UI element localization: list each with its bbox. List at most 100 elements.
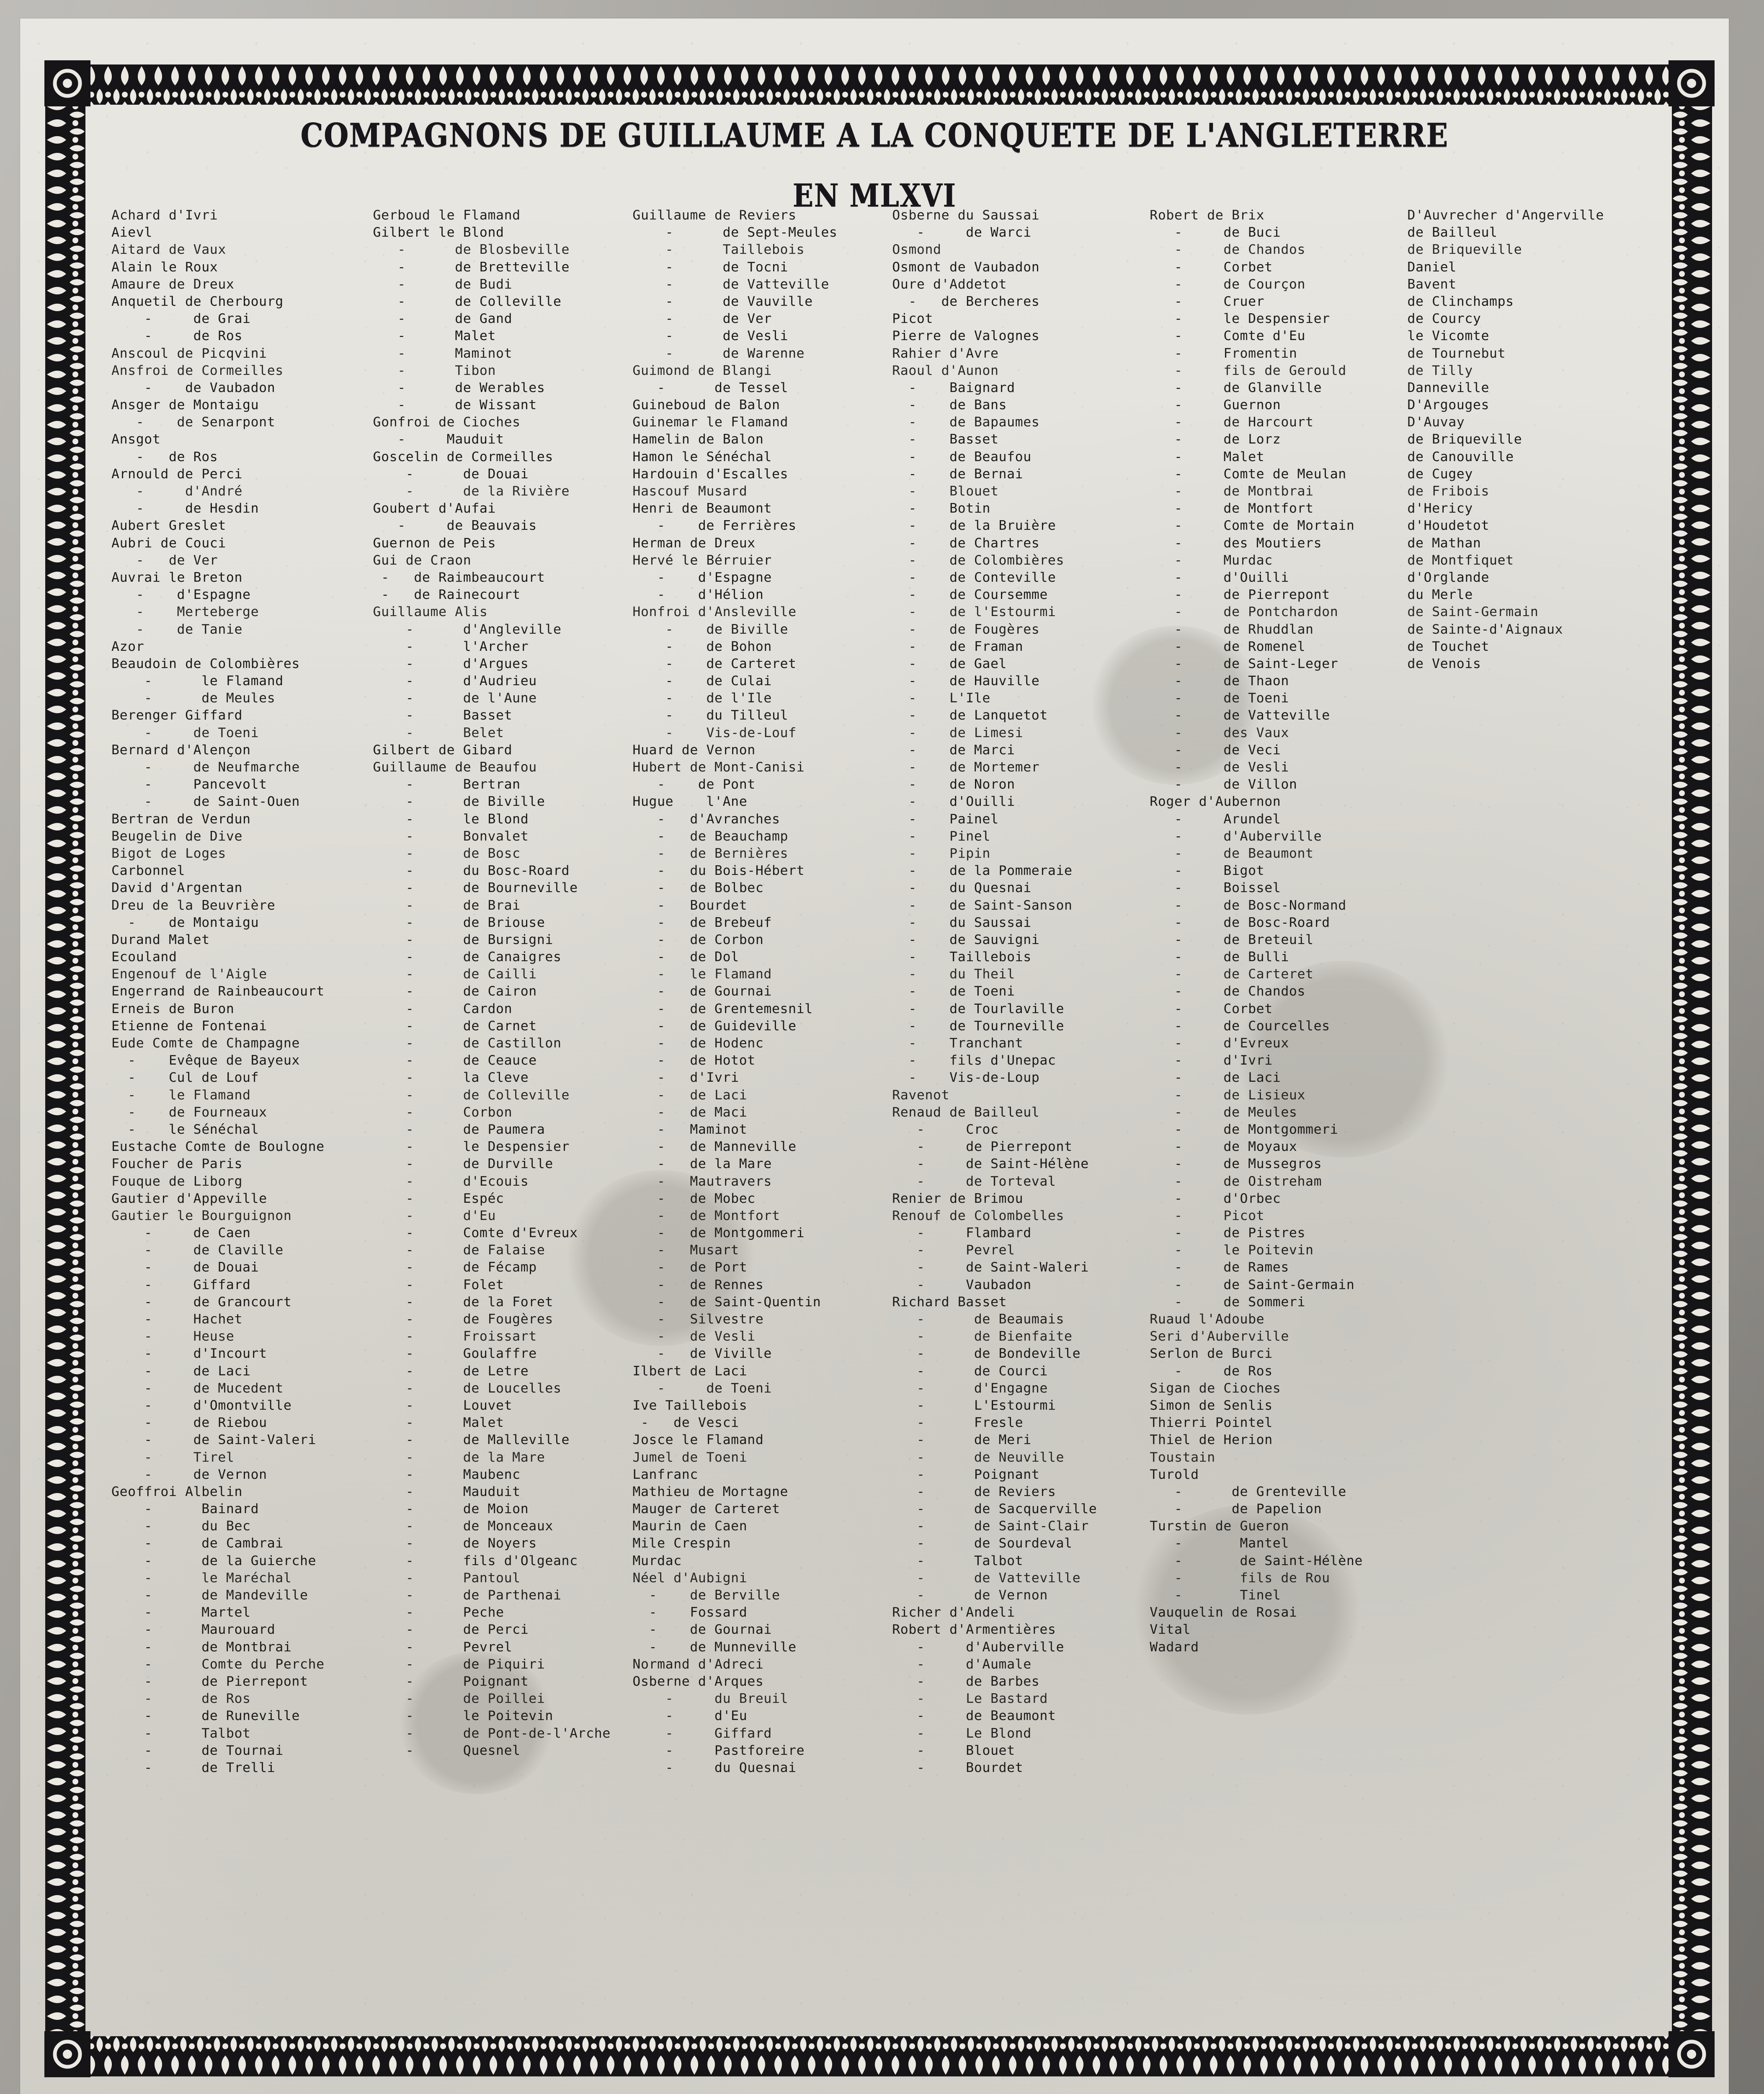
list-item: - Mautravers	[632, 1173, 772, 1189]
list-item: D'Argouges	[1407, 397, 1490, 413]
list-item: - Fresle	[892, 1415, 1024, 1431]
list-item: - de Saint-Germain	[1150, 1277, 1355, 1292]
list-item: Etienne de Fontenai	[111, 1018, 267, 1034]
list-item: d'Houdetot	[1407, 518, 1490, 534]
list-item: - Tranchant	[892, 1036, 1024, 1051]
list-item: - de Pierrepont	[892, 1139, 1073, 1155]
list-item: - de Toeni	[111, 725, 259, 740]
list-item: - Bonvalet	[373, 828, 529, 844]
list-item: - de Pont-de-l'Arche	[373, 1725, 611, 1741]
list-item: - de Meules	[1150, 1104, 1297, 1120]
list-item: - de l'Estourmi	[892, 604, 1056, 620]
list-item: - de Carnet	[373, 1018, 537, 1034]
list-item: - de Cambrai	[111, 1536, 284, 1551]
list-item: - de Saint-Leger	[1150, 656, 1338, 671]
list-item: - de Gael	[892, 656, 1007, 671]
list-item: - de Oistreham	[1150, 1173, 1322, 1189]
list-item: - Talbot	[111, 1725, 251, 1741]
list-item: - de Courci	[892, 1363, 1048, 1379]
list-item: - de Moyaux	[1150, 1139, 1297, 1155]
list-item: - Pipin	[892, 846, 990, 861]
list-item: - de Toeni	[632, 1380, 772, 1396]
list-item: Bertran de Verdun	[111, 811, 251, 827]
list-item: d'Orglande	[1407, 570, 1490, 585]
list-item: - Louvet	[373, 1398, 513, 1413]
list-item: Thiel de Herion	[1150, 1432, 1273, 1448]
list-item: Toustain	[1150, 1449, 1215, 1465]
list-item: Rahier d'Avre	[892, 346, 999, 361]
list-item: - de Chandos	[1150, 242, 1306, 258]
list-item: Murdac	[632, 1553, 682, 1568]
list-item: - du Bosc-Roard	[373, 863, 570, 879]
list-item: - de Falaise	[373, 1243, 545, 1258]
list-item: - de Fourneaux	[111, 1104, 267, 1120]
list-item: - fils de Rou	[1150, 1570, 1330, 1586]
list-item: - de Paumera	[373, 1122, 545, 1137]
list-item: - de la Mare	[632, 1156, 772, 1172]
list-item: - de Carteret	[1150, 967, 1314, 982]
list-item: de Courcy	[1407, 311, 1481, 327]
list-item: - de Beauchamp	[632, 828, 789, 844]
list-item: - de Ceauce	[373, 1053, 537, 1068]
list-item: Osberne du Saussai	[892, 208, 1040, 223]
list-item: - de Trelli	[111, 1760, 276, 1775]
list-item: - d'Ouilli	[892, 794, 1015, 810]
list-item: - de Breteuil	[1150, 932, 1314, 947]
list-item: - Comte du Perche	[111, 1656, 325, 1672]
list-item: - de Rennes	[632, 1277, 764, 1292]
list-item: - de Bondeville	[892, 1346, 1081, 1362]
list-item: Ilbert de Laci	[632, 1363, 748, 1379]
list-item: - de Warci	[892, 225, 1032, 240]
list-item: - de Courcelles	[1150, 1018, 1330, 1034]
list-item: Alain le Roux	[111, 259, 218, 275]
list-item: Auvrai le Breton	[111, 570, 243, 585]
list-item: Hervé le Bérruier	[632, 552, 772, 568]
list-item: - de la Foret	[373, 1294, 553, 1310]
list-item: Amaure de Dreux	[111, 276, 235, 292]
list-item: Lanfranc	[632, 1467, 698, 1482]
list-item: Seri d'Auberville	[1150, 1329, 1289, 1344]
list-item: - Hachet	[111, 1312, 243, 1327]
list-item: - Comte d'Eu	[1150, 328, 1306, 344]
list-item: - de Glanville	[1150, 380, 1322, 395]
list-item: - Basset	[892, 432, 999, 447]
list-item: Gilbert le Blond	[373, 225, 504, 240]
list-item: - de Cailli	[373, 967, 537, 982]
column-1: Achard d'Ivri Aievl Aitard de Vaux Alain le…	[111, 207, 373, 1777]
list-item: - d'Auberville	[892, 1639, 1065, 1655]
list-item: - de Noron	[892, 777, 1015, 792]
list-item: Gautier d'Appeville	[111, 1191, 267, 1206]
list-item: Ansfroi de Cormeilles	[111, 363, 284, 378]
ornament-corner-bottom-left	[44, 2031, 90, 2077]
list-item: - d'Hélion	[632, 587, 764, 603]
list-item: - Blouet	[892, 484, 999, 499]
list-item: - de Meri	[892, 1432, 1032, 1448]
list-item: - d'Eu	[373, 1208, 496, 1223]
list-item: - de Senarpont	[111, 415, 276, 430]
list-item: - de Loucelles	[373, 1380, 562, 1396]
list-item: de Saint-Germain	[1407, 604, 1539, 620]
list-item: - Talbot	[892, 1553, 1024, 1568]
list-item: - d'Orbec	[1150, 1191, 1281, 1206]
list-item: - de Blosbeville	[373, 242, 570, 258]
list-item: David d'Argentan	[111, 880, 243, 896]
list-item: Richard Basset	[892, 1294, 1007, 1310]
list-item: - Giffard	[111, 1277, 251, 1292]
list-item: - de Ver	[111, 552, 218, 568]
list-item: - Giffard	[632, 1725, 772, 1741]
page-title: COMPAGNONS DE GUILLAUME A LA CONQUETE DE…	[300, 116, 1449, 155]
list-item: - d'Incourt	[111, 1346, 267, 1362]
list-item: - Bigot	[1150, 863, 1265, 879]
list-item: - de Piquiri	[373, 1656, 545, 1672]
list-item: Osmond	[892, 242, 941, 258]
list-item: - d'Espagne	[632, 570, 772, 585]
list-item: - de Colombières	[892, 552, 1065, 568]
list-item: Guillaume de Beaufou	[373, 760, 537, 775]
list-item: - d'Engagne	[892, 1380, 1048, 1396]
list-item: Renier de Brimou	[892, 1191, 1024, 1206]
list-item: - Vaubadon	[892, 1277, 1032, 1292]
list-item: - Evêque de Bayeux	[111, 1053, 300, 1068]
list-item: - de Ferrières	[632, 518, 797, 534]
list-item: Guinemar le Flamand	[632, 415, 789, 430]
list-item: - de Pistres	[1150, 1225, 1306, 1241]
